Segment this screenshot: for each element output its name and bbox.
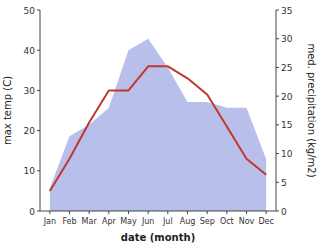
chart: 0 10 20 30 40 50 0 5 10 15 20 25 30 35 Jan Feb Mar AprMay… — [0, 0, 318, 247]
y2-tick — [276, 38, 279, 39]
x-tick-label: Oct — [220, 217, 234, 226]
x-tick — [246, 211, 247, 214]
x-tick — [187, 211, 188, 214]
temperature-line — [50, 66, 266, 191]
y2-tick-label: 20 — [281, 92, 293, 102]
y-tick-label: 30 — [24, 86, 36, 96]
x-tick-label: Nov — [239, 217, 255, 226]
y-tick-label: 50 — [24, 6, 36, 16]
x-tick-label: Sep — [200, 217, 215, 226]
y2-tick-label: 0 — [281, 207, 287, 217]
y2-tick-label: 5 — [281, 178, 287, 188]
x-tick — [108, 211, 109, 214]
y2-tick — [276, 153, 279, 154]
x-axis-line — [40, 211, 276, 212]
y-tick-label: 10 — [24, 166, 36, 176]
y-tick — [37, 130, 40, 131]
y-tick-label: 40 — [24, 46, 36, 56]
x-tick — [167, 211, 168, 214]
y2-tick — [276, 67, 279, 68]
x-tick-label: Jun — [141, 217, 155, 226]
y-axis-line — [40, 10, 41, 211]
x-tick-label: Mar — [82, 217, 98, 226]
y-tick — [37, 10, 40, 11]
y-axis-label: max temp (C) — [2, 76, 13, 145]
x-tick — [207, 211, 208, 214]
y2-tick — [276, 96, 279, 97]
y2-tick-label: 35 — [281, 6, 292, 16]
y-tick-label: 20 — [24, 126, 36, 136]
x-tick — [226, 211, 227, 214]
y2-axis-line — [276, 10, 277, 211]
y2-tick — [276, 182, 279, 183]
y2-tick-label: 30 — [281, 34, 293, 44]
x-tick-label: Jan — [43, 217, 56, 226]
x-tick-label: Jul — [162, 217, 173, 226]
y2-tick — [276, 10, 279, 11]
plot-area — [50, 39, 266, 211]
y2-axis-label: med. precipitation (kg/m2) — [306, 43, 317, 177]
y2-tick — [276, 124, 279, 125]
x-tick-label: Dec — [258, 217, 273, 226]
x-tick-label: Feb — [62, 217, 76, 226]
y-tick-label: 0 — [29, 207, 35, 217]
y2-tick — [276, 211, 279, 212]
y-tick — [37, 211, 40, 212]
x-tick — [69, 211, 70, 214]
y-tick — [37, 170, 40, 171]
x-tick — [89, 211, 90, 214]
x-tick-label: Apr — [102, 217, 117, 226]
y-tick — [37, 90, 40, 91]
x-tick — [128, 211, 129, 214]
x-tick — [266, 211, 267, 214]
precipitation-area — [50, 39, 266, 211]
y2-tick-label: 15 — [281, 120, 292, 130]
y2-tick-label: 25 — [281, 63, 292, 73]
x-tick — [148, 211, 149, 214]
y-tick — [37, 50, 40, 51]
y2-tick-label: 10 — [281, 149, 293, 159]
x-axis-label: date (month) — [121, 232, 195, 243]
x-tick-label: Aug — [180, 217, 196, 226]
x-tick — [49, 211, 50, 214]
x-tick-label: May — [120, 217, 137, 226]
